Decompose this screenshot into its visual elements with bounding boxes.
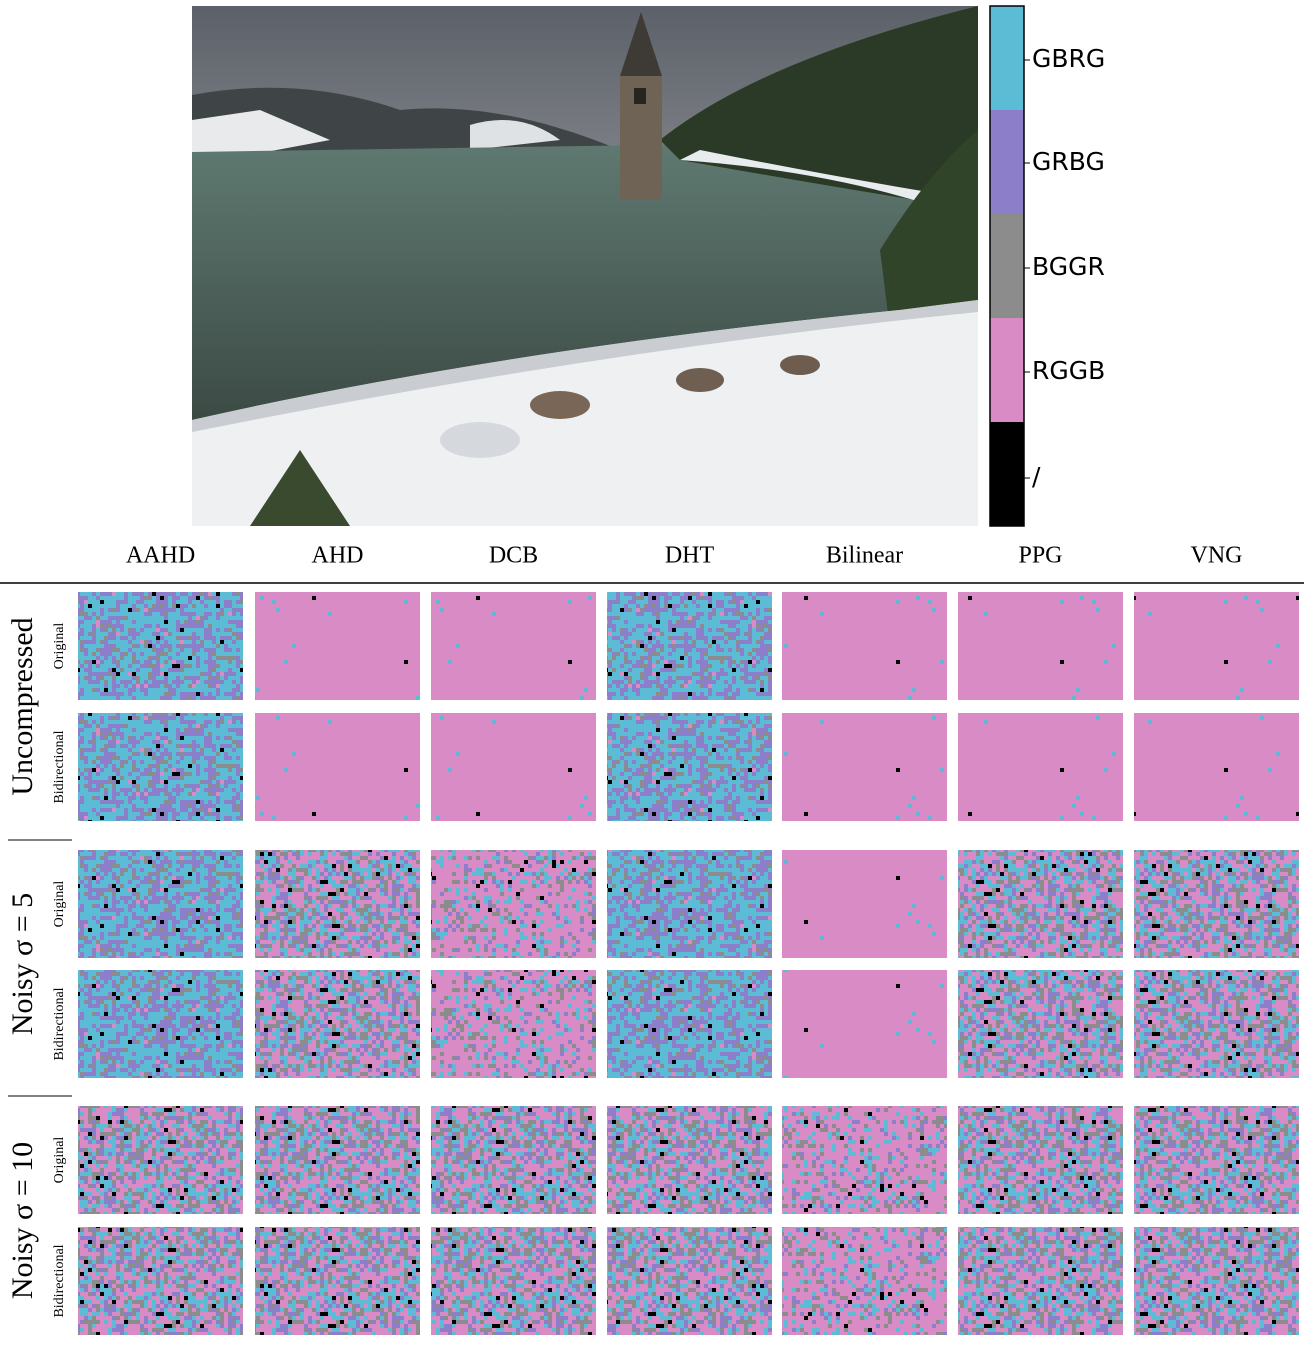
colorbar-label: /: [1032, 462, 1041, 491]
pattern-map: [958, 1227, 1123, 1335]
pattern-map: [78, 850, 243, 958]
pattern-map: [255, 850, 420, 958]
pattern-map: [782, 592, 947, 700]
pattern-map: [431, 713, 596, 821]
pattern-map: [1134, 850, 1299, 958]
row-label: Original: [52, 623, 67, 670]
column-header: Bilinear: [826, 543, 903, 569]
pattern-map: [1134, 970, 1299, 1078]
column-header: AHD: [312, 543, 364, 569]
row-label: Bidirectional: [52, 987, 67, 1060]
pattern-map: [607, 1227, 772, 1335]
row-group-label: Noisy σ = 10: [6, 1142, 39, 1299]
pattern-map: [255, 970, 420, 1078]
pattern-map: [607, 592, 772, 700]
pattern-map: [78, 592, 243, 700]
pattern-map: [782, 713, 947, 821]
pattern-map: [607, 1106, 772, 1214]
pattern-map: [1134, 592, 1299, 700]
pattern-map: [431, 592, 596, 700]
pattern-map: [255, 592, 420, 700]
pattern-map: [255, 1106, 420, 1214]
colorbar-label: GRBG: [1032, 147, 1105, 176]
column-header: PPG: [1018, 543, 1062, 569]
pattern-map: [607, 713, 772, 821]
pattern-map: [782, 850, 947, 958]
pattern-map: [958, 713, 1123, 821]
pattern-map: [78, 1227, 243, 1335]
colorbar: [989, 5, 1025, 527]
pattern-map: [431, 850, 596, 958]
column-header: DHT: [665, 543, 715, 569]
pattern-map: [255, 1227, 420, 1335]
pattern-map: [958, 592, 1123, 700]
pattern-map: [431, 1227, 596, 1335]
pattern-map: [782, 1106, 947, 1214]
pattern-map: [782, 1227, 947, 1335]
row-group-label: Noisy σ = 5: [6, 893, 39, 1035]
column-header: AAHD: [126, 543, 195, 569]
colorbar-label: BGGR: [1032, 252, 1105, 281]
row-label: Bidirectional: [52, 730, 67, 803]
pattern-map: [78, 970, 243, 1078]
column-header: DCB: [489, 543, 538, 569]
pattern-map: [78, 1106, 243, 1214]
row-label: Original: [52, 1137, 67, 1184]
column-header: VNG: [1191, 543, 1243, 569]
pattern-map: [431, 1106, 596, 1214]
colorbar-label: GBRG: [1032, 44, 1105, 73]
pattern-map: [782, 970, 947, 1078]
pattern-map: [1134, 1227, 1299, 1335]
row-label: Bidirectional: [52, 1244, 67, 1317]
pattern-map: [78, 713, 243, 821]
pattern-map: [1134, 1106, 1299, 1214]
pattern-map: [1134, 713, 1299, 821]
pattern-map: [958, 850, 1123, 958]
photo: [192, 6, 978, 526]
pattern-map: [431, 970, 596, 1078]
pattern-map: [958, 1106, 1123, 1214]
colorbar-label: RGGB: [1032, 356, 1105, 385]
row-group-label: Uncompressed: [6, 617, 39, 795]
pattern-map: [255, 713, 420, 821]
pattern-map: [607, 970, 772, 1078]
row-label: Original: [52, 881, 67, 928]
pattern-map: [958, 970, 1123, 1078]
pattern-map: [607, 850, 772, 958]
